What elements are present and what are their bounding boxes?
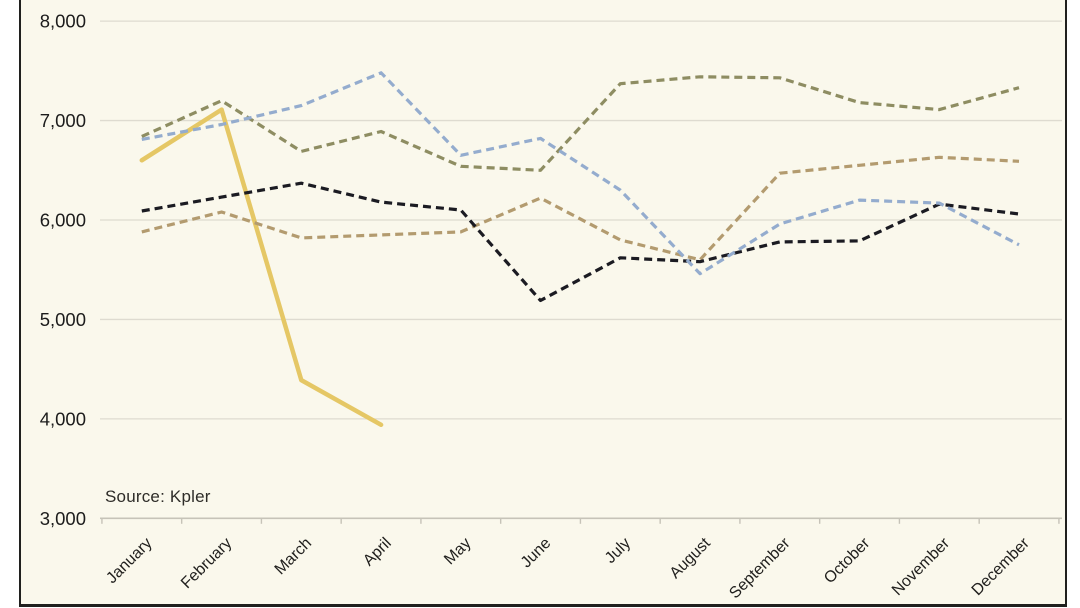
- x-axis-month-label: April: [360, 535, 395, 570]
- frame-border-left: [19, 0, 21, 607]
- x-axis-month-label: September: [726, 534, 794, 602]
- x-axis-month-label: August: [667, 534, 715, 582]
- y-axis-tick-label: 6,000: [40, 209, 86, 230]
- x-axis-month-label: July: [602, 535, 634, 567]
- y-axis-tick-label: 5,000: [40, 309, 86, 330]
- source-note: Source: Kpler: [105, 487, 211, 506]
- x-axis-month-label: May: [441, 535, 474, 568]
- frame-border-right: [1065, 0, 1067, 607]
- y-axis-tick-label: 3,000: [40, 508, 86, 529]
- olive-dashed-line: [141, 75, 1020, 172]
- x-axis-month-label: December: [969, 534, 1034, 599]
- frame-border-bottom: [19, 604, 1067, 607]
- tan-dashed-line: [141, 155, 1020, 262]
- blue-dashed-line: [141, 71, 1020, 276]
- x-axis-month-label: June: [518, 535, 555, 572]
- x-axis-month-label: November: [889, 534, 954, 599]
- navy-dashed-line: [141, 181, 1020, 303]
- gold-solid-line: [139, 107, 384, 428]
- x-axis-month-label: February: [178, 535, 235, 592]
- y-axis-tick-label: 7,000: [40, 110, 86, 131]
- x-axis-month-label: January: [103, 535, 155, 587]
- y-axis-tick-label: 4,000: [40, 408, 86, 429]
- x-axis-month-label: March: [272, 535, 315, 578]
- x-axis-month-label: October: [821, 534, 874, 587]
- y-axis-tick-label: 8,000: [40, 11, 86, 32]
- chart-background: [21, 0, 1065, 604]
